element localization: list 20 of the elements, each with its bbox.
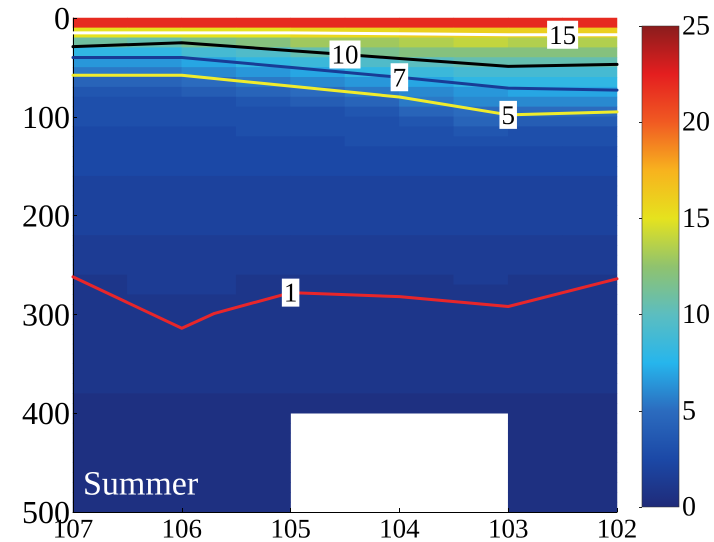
color-bar-label: 5	[682, 395, 696, 426]
x-tick-label: 106	[162, 514, 202, 542]
line-series	[72, 275, 618, 330]
x-tick-label: 105	[270, 514, 311, 542]
annotation: Summer	[83, 466, 199, 502]
color-bar-label: 20	[682, 106, 710, 138]
series-label: 10	[332, 40, 358, 70]
y-tick-label: 200	[22, 198, 70, 234]
y-tick-label: 400	[22, 395, 70, 432]
x-tick-label: 104	[379, 514, 420, 542]
y-tick-label: 300	[22, 296, 70, 332]
color-bar-label: 15	[682, 202, 710, 234]
color-bar-label: 0	[682, 492, 696, 522]
series-label: 15	[549, 20, 576, 50]
x-tick-label: 103	[488, 514, 528, 542]
color-bar-label: 25	[682, 10, 710, 42]
y-tick-label: 100	[22, 98, 70, 135]
y-tick-label: 0	[54, 0, 70, 36]
color-bar-label: 10	[682, 299, 710, 330]
x-tick-label: 102	[596, 514, 638, 542]
